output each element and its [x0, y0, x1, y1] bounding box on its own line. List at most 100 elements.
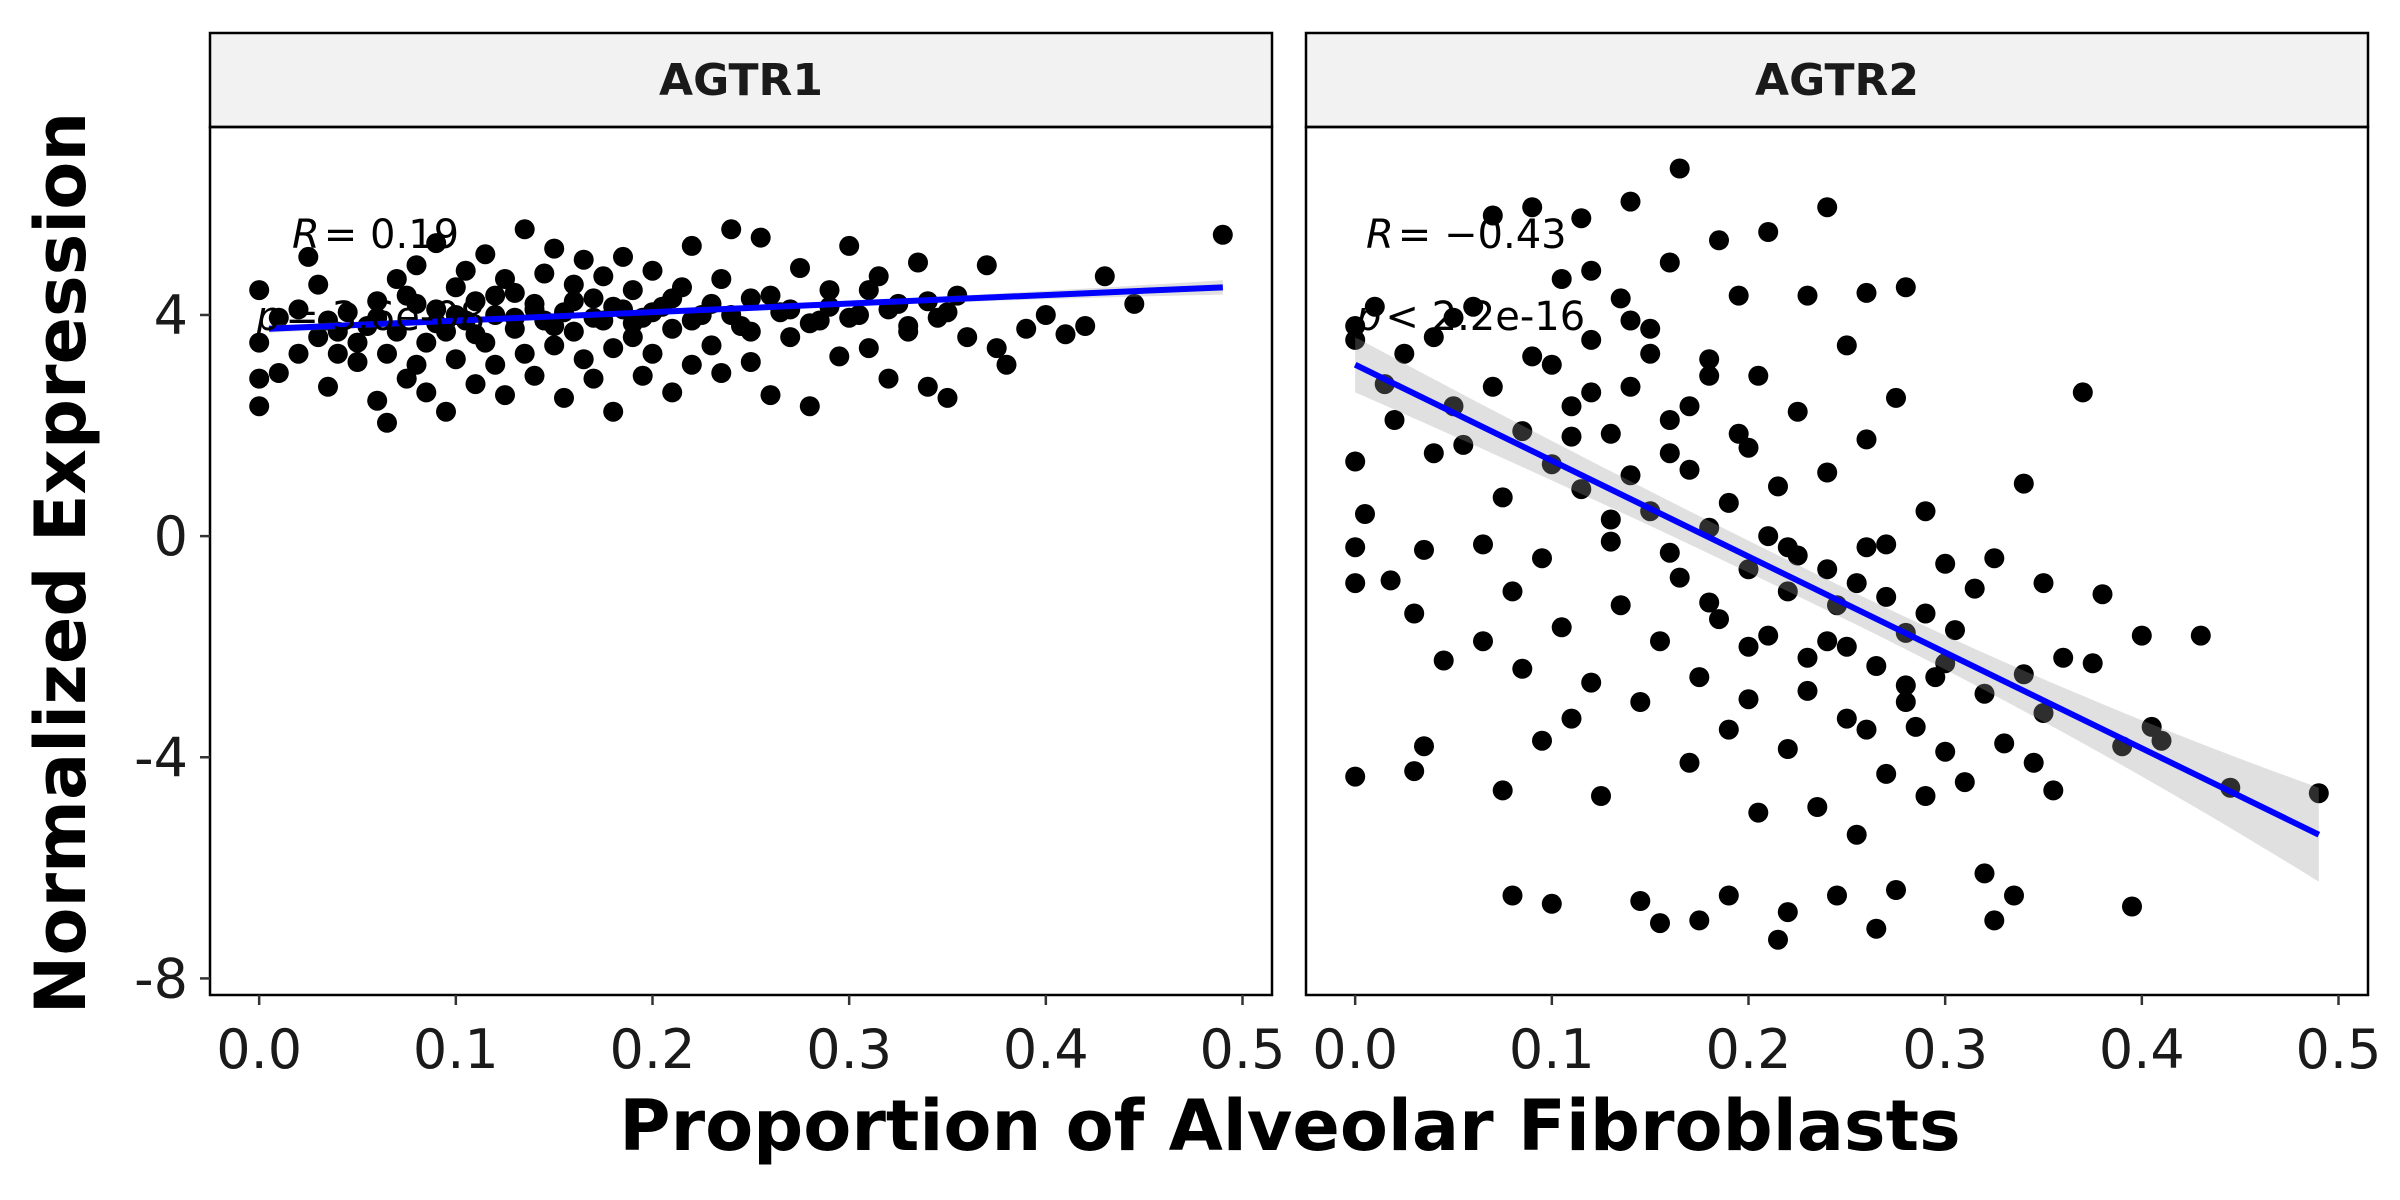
data-point-agtr2 — [1777, 537, 1798, 558]
data-point-agtr2 — [1699, 349, 1720, 370]
data-point-agtr1 — [799, 396, 820, 417]
data-point-agtr1 — [986, 338, 1007, 359]
data-point-agtr2 — [1925, 667, 1946, 688]
data-point-agtr2 — [1384, 410, 1405, 430]
data-point-agtr1 — [583, 288, 604, 309]
data-point-agtr2 — [1492, 487, 1513, 508]
data-point-agtr1 — [318, 376, 338, 397]
y-tick-label: -8 — [134, 947, 188, 1010]
data-point-agtr1 — [455, 260, 476, 281]
data-point-agtr2 — [1866, 656, 1887, 676]
data-point-agtr2 — [1689, 667, 1710, 688]
data-point-agtr1 — [563, 274, 584, 295]
data-point-agtr1 — [563, 291, 584, 312]
data-point-agtr1 — [740, 321, 761, 342]
x-tick-label-agtr1: 0.3 — [806, 1018, 892, 1081]
data-point-agtr1 — [1124, 293, 1145, 314]
data-point-agtr2 — [1532, 548, 1552, 569]
data-point-agtr1 — [740, 288, 761, 309]
data-point-agtr2 — [1600, 509, 1621, 530]
x-tick-label-agtr2: 0.4 — [2099, 1018, 2185, 1081]
y-axis: -8 -4 0 4 — [134, 284, 210, 1010]
p-annotation-agtr2: p < 2.2e-16 — [1355, 294, 1585, 340]
data-point-agtr2 — [1650, 631, 1670, 652]
data-point-agtr2 — [1886, 880, 1906, 900]
data-point-agtr1 — [367, 291, 388, 312]
data-point-agtr1 — [249, 332, 270, 353]
data-point-agtr1 — [534, 263, 555, 284]
data-point-agtr1 — [721, 219, 742, 240]
data-point-agtr2 — [1856, 282, 1877, 303]
data-point-agtr1 — [1035, 305, 1056, 325]
data-point-agtr2 — [1768, 929, 1788, 950]
data-point-agtr1 — [750, 227, 771, 248]
data-point-agtr2 — [1355, 504, 1375, 524]
data-point-agtr1 — [426, 233, 447, 254]
data-point-agtr1 — [298, 246, 319, 267]
data-point-agtr2 — [1738, 437, 1759, 458]
data-point-agtr2 — [1836, 335, 1857, 356]
data-point-agtr2 — [1758, 526, 1779, 547]
data-point-agtr1 — [1212, 224, 1233, 245]
x-tick-label-agtr1: 0.1 — [413, 1018, 499, 1081]
data-point-agtr1 — [858, 338, 879, 359]
data-point-agtr2 — [1738, 636, 1759, 657]
data-point-agtr2 — [2013, 664, 2034, 685]
data-point-agtr2 — [1581, 260, 1602, 281]
panel-agtr1: AGTR1 R = 0.19 p = 3.6e-08 — [208, 31, 1274, 997]
data-point-agtr2 — [1699, 592, 1720, 613]
data-point-agtr2 — [2141, 716, 2162, 737]
data-point-agtr2 — [1581, 382, 1602, 403]
data-point-agtr2 — [1659, 443, 1680, 464]
data-point-agtr2 — [2092, 584, 2113, 605]
data-point-agtr1 — [465, 291, 486, 312]
strip-background-agtr1 — [208, 31, 1274, 129]
data-point-agtr1 — [514, 219, 535, 240]
data-point-agtr1 — [504, 282, 525, 303]
data-point-agtr2 — [1817, 631, 1838, 652]
data-point-agtr2 — [1453, 434, 1474, 455]
data-point-agtr1 — [839, 307, 860, 328]
data-point-agtr2 — [1797, 285, 1818, 306]
data-point-agtr2 — [1905, 716, 1926, 737]
data-point-agtr2 — [1817, 462, 1838, 483]
data-point-agtr2 — [1345, 537, 1366, 558]
plot-area-agtr1 — [249, 219, 1233, 433]
data-point-agtr1 — [377, 412, 397, 433]
data-point-agtr2 — [1984, 548, 2005, 569]
data-point-agtr1 — [337, 302, 358, 323]
data-point-agtr2 — [1718, 885, 1739, 906]
data-point-agtr2 — [1876, 534, 1897, 555]
data-point-agtr2 — [1551, 617, 1572, 638]
x-tick-label-agtr1: 0.2 — [610, 1018, 696, 1081]
r-annotation-agtr2: R = −0.43 — [1366, 212, 1567, 258]
data-point-agtr2 — [2190, 625, 2211, 646]
data-point-agtr2 — [1620, 191, 1641, 212]
data-point-agtr1 — [996, 354, 1017, 375]
data-point-agtr2 — [1709, 230, 1729, 251]
data-point-agtr2 — [1886, 387, 1906, 408]
data-point-agtr2 — [1669, 158, 1690, 179]
data-point-agtr2 — [1541, 354, 1562, 375]
data-point-agtr2 — [1797, 680, 1818, 701]
data-point-agtr2 — [1620, 376, 1641, 397]
data-point-agtr1 — [622, 327, 643, 348]
x-tick-label-agtr2: 0.3 — [1902, 1018, 1988, 1081]
data-point-agtr2 — [1718, 719, 1739, 740]
data-point-agtr2 — [1679, 396, 1700, 417]
data-point-agtr2 — [1492, 780, 1513, 801]
data-point-agtr2 — [1827, 885, 1847, 906]
data-point-agtr2 — [1659, 542, 1680, 563]
data-point-agtr1 — [976, 255, 997, 276]
data-point-agtr2 — [1502, 581, 1523, 602]
data-point-agtr2 — [1974, 683, 1995, 704]
data-point-agtr2 — [1610, 595, 1631, 616]
data-point-agtr2 — [1669, 567, 1690, 588]
data-point-agtr2 — [1591, 786, 1611, 806]
data-point-agtr2 — [1659, 252, 1680, 273]
data-point-agtr1 — [937, 387, 958, 408]
p-annotation-agtr1: p = 3.6e-08 — [255, 294, 485, 340]
r-label-agtr2: R — [1366, 212, 1394, 258]
confidence-band-agtr2 — [1355, 337, 2319, 882]
data-point-agtr2 — [1964, 578, 1985, 599]
